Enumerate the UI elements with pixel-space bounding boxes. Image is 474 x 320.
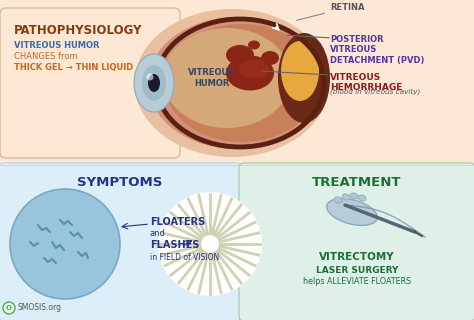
Text: PATHOPHYSIOLOGY: PATHOPHYSIOLOGY	[14, 24, 143, 37]
Text: in FIELD of VISION: in FIELD of VISION	[150, 252, 219, 261]
Ellipse shape	[163, 28, 291, 128]
Ellipse shape	[164, 24, 319, 142]
Text: VITREOUS HUMOR: VITREOUS HUMOR	[14, 41, 100, 50]
FancyBboxPatch shape	[0, 8, 180, 158]
Ellipse shape	[327, 199, 377, 225]
Text: TREATMENT: TREATMENT	[312, 176, 402, 189]
Text: O: O	[6, 305, 12, 311]
FancyBboxPatch shape	[0, 163, 241, 320]
Text: (blood in vitreous cavity): (blood in vitreous cavity)	[330, 88, 420, 95]
Circle shape	[201, 235, 219, 253]
Text: and: and	[150, 229, 166, 238]
Ellipse shape	[248, 41, 260, 50]
Text: RETINA: RETINA	[297, 3, 365, 20]
Ellipse shape	[239, 60, 269, 78]
Circle shape	[3, 302, 15, 314]
Ellipse shape	[148, 74, 160, 92]
Text: THICK GEL → THIN LIQUID: THICK GEL → THIN LIQUID	[14, 63, 133, 72]
FancyBboxPatch shape	[0, 0, 474, 165]
Ellipse shape	[135, 9, 329, 157]
FancyBboxPatch shape	[239, 163, 474, 320]
Circle shape	[158, 192, 262, 296]
Circle shape	[146, 74, 154, 81]
Ellipse shape	[142, 65, 166, 101]
Ellipse shape	[134, 54, 174, 112]
Ellipse shape	[350, 193, 358, 199]
Text: SMOSIS.org: SMOSIS.org	[17, 303, 61, 313]
Text: VITRECTOMY: VITRECTOMY	[319, 252, 395, 262]
Ellipse shape	[261, 51, 279, 65]
Ellipse shape	[334, 197, 342, 203]
Ellipse shape	[358, 195, 366, 201]
Ellipse shape	[278, 33, 330, 123]
Text: VITREOUS
HUMOR: VITREOUS HUMOR	[188, 68, 236, 88]
Text: POSTERIOR
VITREOUS
DETACHMENT (PVD): POSTERIOR VITREOUS DETACHMENT (PVD)	[330, 35, 424, 65]
Ellipse shape	[226, 45, 254, 65]
Text: helps ALLEVIATE FLOATERS: helps ALLEVIATE FLOATERS	[303, 277, 411, 286]
Ellipse shape	[148, 17, 326, 149]
Text: FLOATERS: FLOATERS	[150, 217, 205, 227]
Text: FLASHES: FLASHES	[150, 240, 200, 250]
Text: SYMPTOMS: SYMPTOMS	[77, 176, 163, 189]
Text: CHANGES from: CHANGES from	[14, 52, 78, 61]
Text: LASER SURGERY: LASER SURGERY	[316, 266, 398, 275]
Ellipse shape	[342, 194, 350, 200]
Circle shape	[10, 189, 120, 299]
Text: VITREOUS
HEMORRHAGE: VITREOUS HEMORRHAGE	[330, 73, 402, 92]
Ellipse shape	[226, 55, 274, 91]
Ellipse shape	[281, 41, 319, 101]
